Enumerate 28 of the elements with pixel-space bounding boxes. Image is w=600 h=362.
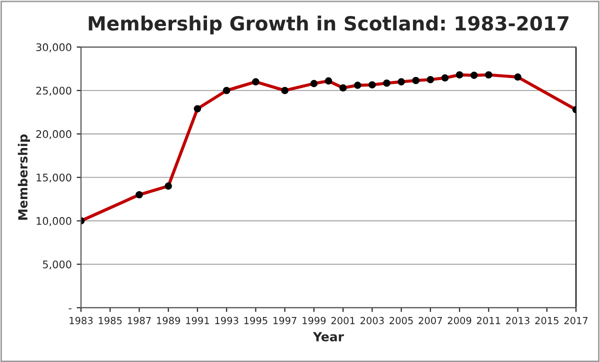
x-tick-label: 2003: [360, 316, 384, 324]
x-tick-label: 1983: [70, 316, 93, 324]
y-tick-label: 25,000: [36, 86, 72, 96]
y-tick-label: 30,000: [36, 43, 72, 52]
x-tick-label: 1989: [157, 316, 180, 324]
x-tick-label: 2011: [476, 316, 500, 324]
y-axis-title: Membership: [18, 134, 30, 220]
x-tick-label: 2013: [506, 316, 530, 324]
x-tick-label: 1997: [274, 316, 296, 324]
x-tick-label: 2007: [418, 316, 442, 324]
x-tick-label: 2015: [535, 316, 558, 324]
y-tick-label: 20,000: [36, 130, 72, 140]
chart-title: Membership Growth in Scotland: 1983-2017: [88, 16, 568, 34]
x-axis-title: Year: [312, 332, 344, 342]
y-tick-label: 10,000: [36, 217, 72, 226]
x-tick-label: 2009: [448, 316, 472, 324]
y-tick-label: -: [68, 308, 72, 310]
x-tick-label: 1985: [98, 316, 122, 324]
x-tick-label: 1987: [128, 316, 151, 324]
y-tick-label: 15,000: [36, 174, 72, 183]
x-tick-label: 1991: [186, 316, 209, 324]
y-tick-label: 5,000: [42, 260, 72, 270]
x-tick-label: 2001: [331, 316, 355, 324]
x-tick-label: 2005: [390, 316, 413, 324]
x-tick-label: 1995: [244, 316, 268, 324]
x-tick-label: 1993: [215, 316, 238, 324]
x-tick-label: 1999: [302, 316, 326, 324]
x-tick-label: 2017: [564, 316, 588, 324]
